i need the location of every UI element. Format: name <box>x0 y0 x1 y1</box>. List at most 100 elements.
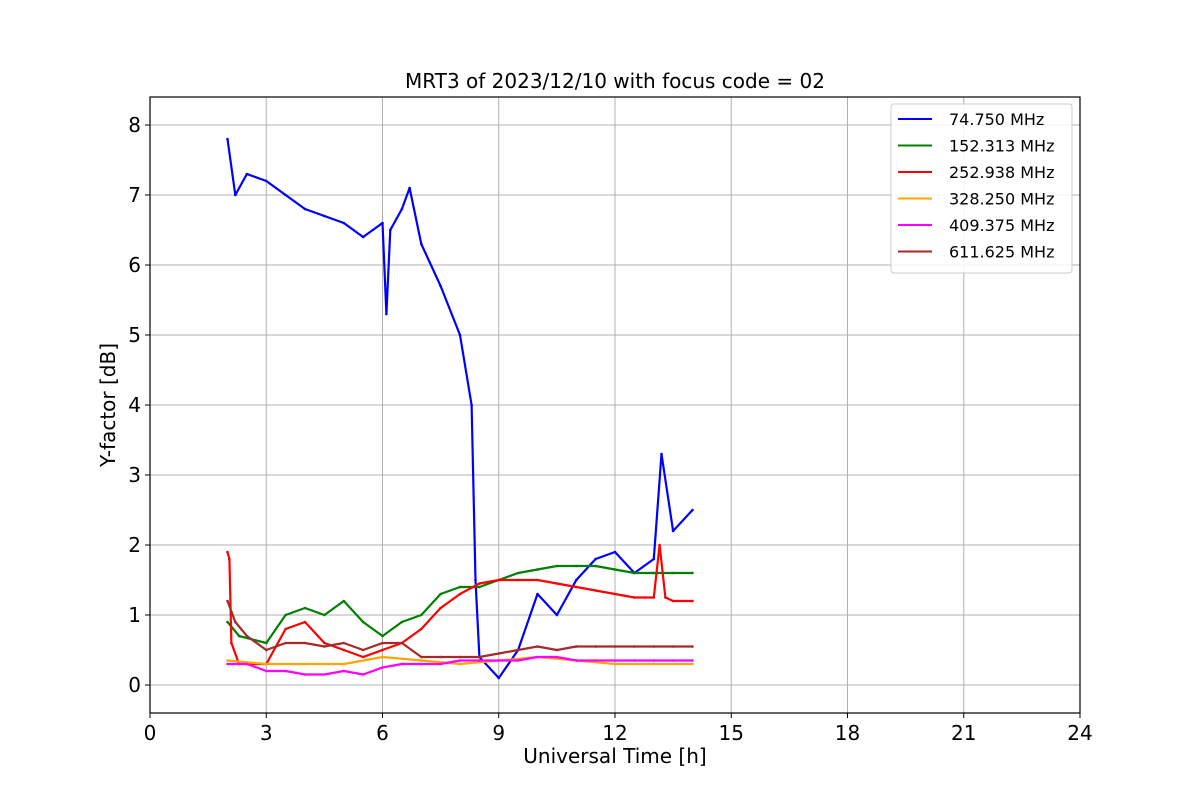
data-point <box>323 641 326 645</box>
data-point <box>516 578 520 582</box>
data-point <box>389 228 392 232</box>
data-point <box>400 662 404 666</box>
data-point <box>237 634 241 638</box>
data-point <box>633 571 636 575</box>
data-point <box>385 312 388 316</box>
data-point <box>594 659 597 662</box>
series-line-1 <box>226 138 694 680</box>
data-point <box>381 634 384 638</box>
data-point <box>381 666 384 669</box>
data-point <box>439 284 442 288</box>
data-point <box>516 659 520 662</box>
data-point <box>323 673 326 676</box>
data-point <box>342 648 346 652</box>
data-point <box>594 645 597 648</box>
data-point <box>652 571 656 575</box>
data-point <box>613 659 617 662</box>
data-point <box>400 207 404 211</box>
data-point <box>230 641 233 645</box>
data-point <box>381 655 384 659</box>
data-point <box>381 221 384 225</box>
data-point <box>361 648 365 652</box>
y-tick-label: 4 <box>128 393 141 417</box>
x-tick-label: 12 <box>602 721 627 745</box>
data-point <box>652 557 656 561</box>
data-point <box>458 333 462 337</box>
data-point <box>284 669 287 673</box>
data-point <box>555 582 559 585</box>
legend-box <box>890 103 1073 274</box>
y-axis-label: Y-factor [dB] <box>96 343 120 468</box>
data-point <box>420 627 423 631</box>
legend-entry-label: 74.750 MHz <box>949 110 1044 129</box>
data-point <box>555 564 559 568</box>
data-point <box>691 659 694 662</box>
y-axis: 0 1 2 3 4 5 6 7 8 <box>128 113 150 697</box>
data-point <box>226 662 229 666</box>
legend-entry-label: 152.313 MHz <box>949 137 1054 156</box>
data-point <box>234 193 237 197</box>
data-point <box>516 571 520 575</box>
data-point <box>671 599 675 603</box>
data-point <box>671 659 675 662</box>
data-point <box>671 529 675 533</box>
data-point <box>284 627 287 631</box>
x-tick-label: 6 <box>376 721 389 745</box>
y-tick-label: 7 <box>128 183 141 207</box>
data-point <box>323 613 326 617</box>
data-point <box>400 620 404 624</box>
data-point <box>536 655 539 659</box>
data-point <box>408 186 411 190</box>
x-axis: 0 3 6 9 12 15 18 21 24 <box>144 713 1093 745</box>
data-point <box>226 599 229 603</box>
data-point <box>342 221 346 225</box>
data-point <box>575 578 578 582</box>
data-point <box>228 557 231 561</box>
data-point <box>478 659 481 662</box>
data-point <box>420 659 423 662</box>
data-point <box>633 645 636 648</box>
x-tick-label: 24 <box>1067 721 1092 745</box>
series-layer <box>226 137 694 680</box>
data-point <box>478 582 481 585</box>
data-point <box>458 592 462 596</box>
data-point <box>613 662 617 666</box>
data-point <box>226 550 229 554</box>
data-point <box>658 543 661 547</box>
data-point <box>284 641 287 645</box>
data-point <box>458 662 462 666</box>
y-tick-label: 8 <box>128 113 141 137</box>
data-point <box>652 659 656 662</box>
x-tick-label: 18 <box>835 721 860 745</box>
data-point <box>594 557 597 561</box>
y-tick-label: 0 <box>128 673 141 697</box>
legend-entry-label: 252.938 MHz <box>949 163 1054 182</box>
data-point <box>497 676 501 680</box>
data-point <box>420 242 423 246</box>
data-point <box>497 659 501 662</box>
data-point <box>226 659 229 662</box>
data-point <box>420 662 423 666</box>
data-point <box>226 137 229 141</box>
data-point <box>226 620 229 624</box>
x-tick-label: 0 <box>144 721 157 745</box>
data-point <box>497 578 501 582</box>
data-point <box>652 662 656 666</box>
data-point <box>381 648 384 652</box>
data-point <box>652 596 656 599</box>
data-point <box>303 641 307 645</box>
plot-area <box>226 137 694 680</box>
y-tick-label: 2 <box>128 533 141 557</box>
chart-title: MRT3 of 2023/12/10 with focus code = 02 <box>405 69 825 93</box>
data-point <box>323 214 326 218</box>
data-point <box>234 620 237 624</box>
data-point <box>284 193 287 197</box>
data-point <box>536 568 539 571</box>
data-point <box>555 648 559 652</box>
data-point <box>536 578 539 582</box>
y-tick-label: 5 <box>128 323 141 347</box>
data-point <box>439 655 442 659</box>
data-point <box>420 655 423 659</box>
data-point <box>323 645 326 648</box>
